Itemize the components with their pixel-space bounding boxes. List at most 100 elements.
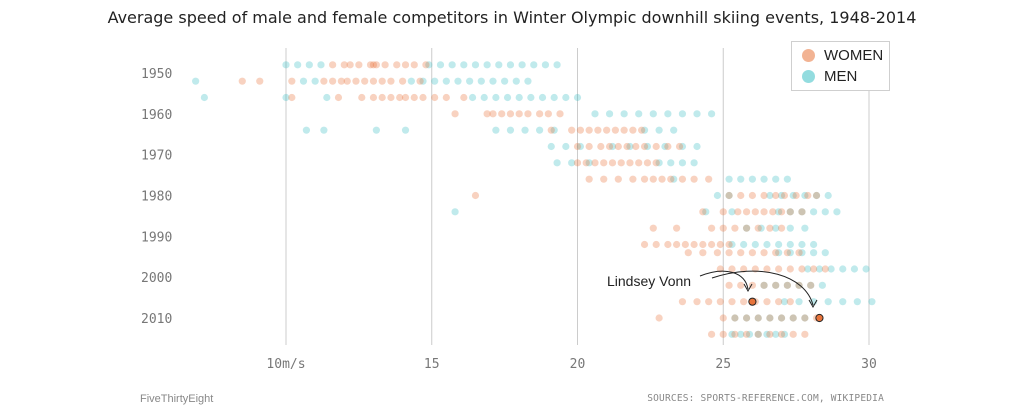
data-point-men [407, 77, 415, 85]
data-point-women [705, 175, 713, 183]
data-point-women [591, 159, 599, 167]
data-point-women [573, 142, 582, 151]
data-point-women [737, 281, 745, 289]
data-point-women [769, 208, 777, 216]
data-point-men [320, 126, 328, 134]
data-point-women [483, 110, 491, 118]
data-point-women [678, 175, 687, 183]
data-point-women [772, 249, 780, 257]
data-point-women [798, 208, 806, 216]
data-point-men [737, 330, 745, 338]
data-point-women [608, 159, 617, 167]
data-point-men [480, 93, 488, 102]
data-point-men [576, 142, 585, 151]
data-point-women [742, 314, 751, 322]
data-point-women [792, 191, 800, 200]
data-point-men [731, 314, 739, 322]
data-point-women [719, 314, 727, 322]
data-point-men [431, 77, 439, 85]
data-point-women [734, 208, 742, 216]
data-point-men [818, 281, 826, 289]
data-point-women [673, 240, 681, 249]
data-point-women [699, 240, 707, 249]
legend: WOMEN MEN [791, 41, 890, 91]
data-point-women [766, 330, 774, 338]
gridlines [285, 48, 870, 345]
data-point-women [594, 126, 602, 134]
data-point-men [425, 61, 433, 69]
data-point-men [815, 265, 824, 273]
footer-sources: SOURCES: SPORTS-REFERENCE.COM, WIKIPEDIA [647, 393, 884, 404]
data-point-women [340, 61, 348, 69]
data-point-women [288, 77, 296, 85]
data-point-women [725, 191, 733, 200]
data-point-men [550, 126, 558, 134]
data-point-men [573, 93, 582, 102]
data-point-women [498, 110, 506, 118]
data-point-women [337, 77, 345, 85]
data-point-men [568, 159, 576, 167]
data-point-men [640, 126, 649, 134]
data-point-women [629, 175, 637, 183]
data-point-women [643, 159, 652, 167]
data-point-women [329, 77, 337, 85]
data-point-men [772, 281, 780, 289]
x-tick-label: 20 [570, 357, 586, 372]
data-point-men [608, 142, 617, 151]
data-point-women [775, 298, 783, 306]
footer-brand: FiveThirtyEight [140, 393, 214, 405]
data-point-women [713, 249, 722, 257]
y-tick-label: 1980 [141, 190, 172, 205]
data-point-men [812, 191, 821, 200]
data-point-men [801, 314, 809, 322]
y-tick-label: 1990 [141, 230, 172, 245]
data-point-men [798, 240, 806, 249]
data-point-women [536, 110, 544, 118]
data-point-men [506, 61, 515, 69]
data-point-women [623, 142, 631, 151]
data-point-men [807, 281, 815, 289]
data-point-men [775, 208, 783, 216]
data-point-men [725, 191, 733, 200]
data-point-women [763, 298, 771, 306]
y-axis-ticks: 1950 1960 1970 1980 1990 2000 2010 [141, 67, 172, 327]
data-point-women [396, 93, 404, 102]
data-point-women [442, 93, 450, 102]
data-point-men [766, 314, 774, 322]
data-point-women [603, 126, 611, 134]
data-point-women [320, 77, 328, 85]
data-point-women [422, 61, 430, 69]
data-point-men [536, 126, 544, 134]
data-point-women [740, 298, 748, 306]
data-point-men [521, 126, 529, 134]
data-point-women [585, 175, 593, 183]
data-point-women [716, 298, 724, 306]
data-point-women [597, 142, 605, 151]
y-tick-label: 2000 [141, 271, 172, 286]
data-point-men [810, 208, 818, 216]
data-point-women [675, 142, 684, 151]
data-point-women [748, 249, 757, 257]
data-point-women [401, 61, 410, 69]
data-point-men [690, 159, 698, 167]
data-point-women [649, 175, 657, 183]
y-tick-label: 1970 [141, 149, 172, 164]
data-point-women [652, 240, 660, 249]
data-point-women [585, 142, 593, 151]
y-tick-label: 2010 [141, 312, 172, 327]
data-point-women [748, 191, 757, 200]
data-point-women [766, 224, 774, 232]
data-point-men [810, 249, 818, 257]
x-tick-label: 10m/s [266, 357, 305, 372]
data-point-women [387, 93, 395, 102]
data-point-women [763, 265, 771, 273]
data-point-men [757, 224, 765, 232]
data-point-women [772, 281, 780, 289]
data-point-men [804, 265, 812, 273]
data-point-men [713, 191, 722, 200]
data-point-women [626, 159, 634, 167]
data-point-men [282, 61, 290, 69]
data-point-women [288, 93, 296, 102]
data-point-women [772, 191, 780, 200]
data-point-women [699, 249, 707, 257]
